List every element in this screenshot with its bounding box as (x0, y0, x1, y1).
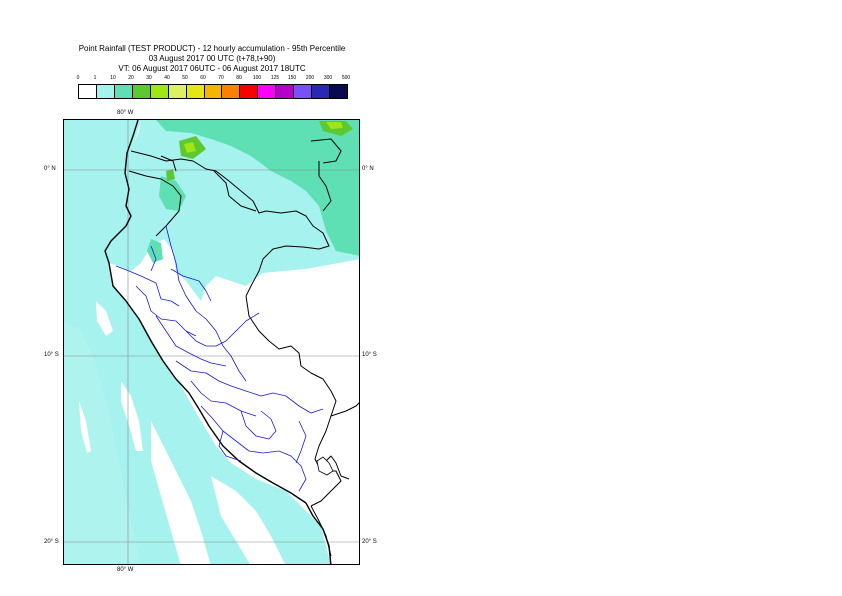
lon-label-bottom: 80° W (117, 567, 134, 573)
rain-field-10mm (159, 176, 186, 211)
scale-swatch (167, 84, 187, 99)
scale-label: 30 (146, 75, 152, 81)
rainfall-map (63, 119, 360, 565)
scale-label: 70 (218, 75, 224, 81)
rain-field-10mm (156, 120, 359, 256)
scale-swatch (257, 84, 277, 99)
scale-label: 100 (252, 75, 262, 81)
dry-patch (64, 321, 141, 564)
lat-label-right: 10° S (362, 352, 377, 358)
scale-label: 20 (128, 75, 134, 81)
scale-label: 0 (76, 75, 80, 81)
inland-dry-area (321, 443, 359, 564)
lake-titicaca (316, 456, 334, 476)
scale-label: 60 (200, 75, 206, 81)
scale-label: 300 (323, 75, 333, 81)
lat-label-left: 10° S (44, 352, 59, 358)
scale-swatch (78, 84, 97, 99)
dry-streak (96, 301, 113, 336)
scale-label: 150 (287, 75, 297, 81)
scale-swatch (293, 84, 313, 99)
scale-label: 125 (270, 75, 280, 81)
scale-swatch (149, 84, 169, 99)
rain-field-30mm (326, 122, 343, 129)
lat-label-right: 20° S (362, 539, 377, 545)
inland-dry-area (213, 259, 359, 446)
scale-swatch (329, 84, 348, 99)
rain-field-10mm (147, 239, 163, 263)
scale-swatch (131, 84, 151, 99)
scale-swatch (113, 84, 133, 99)
scale-label: 40 (164, 75, 170, 81)
scale-label: 500 (341, 75, 351, 81)
map-canvas (64, 120, 359, 564)
dry-streak (151, 421, 211, 564)
scale-swatch (95, 84, 115, 99)
scale-label: 200 (305, 75, 315, 81)
scale-swatch (221, 84, 241, 99)
scale-swatch (311, 84, 330, 99)
scale-swatch (185, 84, 205, 99)
scale-swatch (275, 84, 295, 99)
scale-label: 1 (93, 75, 97, 81)
dry-streak (79, 401, 91, 453)
ocean-rain-field (64, 120, 331, 564)
lat-label-left: 20° S (44, 539, 59, 545)
scale-swatch (203, 84, 223, 99)
national-borders (128, 138, 359, 557)
scale-label: 50 (182, 75, 188, 81)
lon-label-top: 80° W (117, 110, 134, 116)
regional-boundaries (115, 225, 324, 492)
map-title: Point Rainfall (TEST PRODUCT) - 12 hourl… (78, 44, 346, 53)
map-subtitle-validity: VT: 06 August 2017 06UTC - 06 August 201… (118, 64, 306, 73)
rain-field-20mm (166, 169, 175, 181)
scale-label: 10 (110, 75, 116, 81)
rain-field-30mm (184, 142, 196, 153)
lat-label-left: 0° N (44, 166, 56, 172)
dry-streak (121, 381, 143, 451)
scale-swatch (239, 84, 259, 99)
lat-label-right: 0° N (362, 166, 374, 172)
scale-label: 80 (236, 75, 242, 81)
map-subtitle-run: 03 August 2017 00 UTC (t+78,t+90) (148, 54, 276, 63)
